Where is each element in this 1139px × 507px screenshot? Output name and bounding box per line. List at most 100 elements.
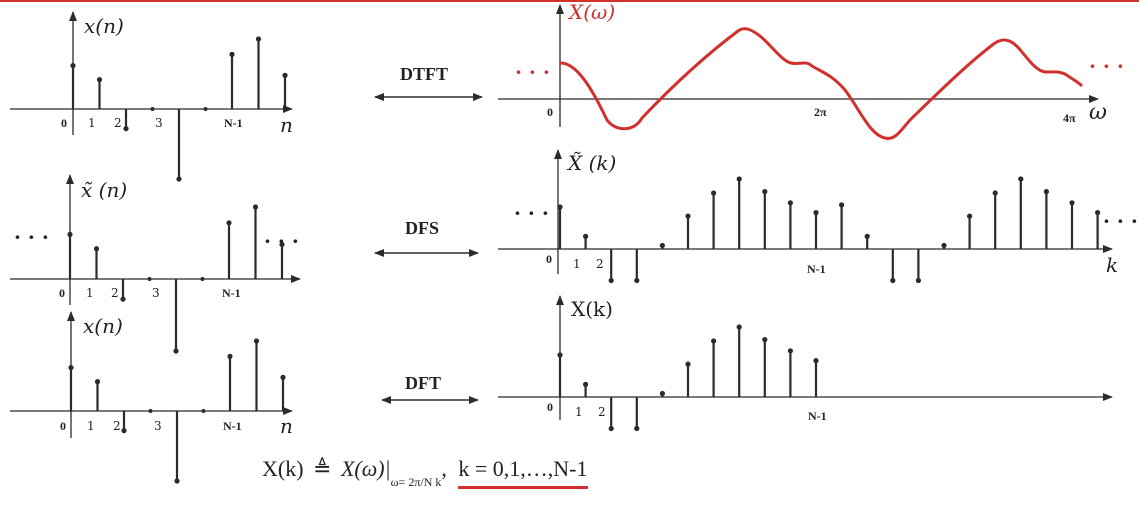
transform-dfs: DFS [374, 218, 479, 257]
stem-marker [890, 277, 896, 284]
stem-marker [608, 277, 614, 284]
tick-2: 2 [114, 116, 122, 130]
stem-marker [94, 379, 101, 385]
tick-0: 0 [547, 105, 553, 119]
tick-3: 3 [152, 286, 160, 300]
transform-dft: DFT [381, 373, 479, 404]
stem-marker [255, 36, 262, 42]
stem-marker [915, 277, 922, 284]
stem-marker [201, 409, 206, 413]
stem-marker [992, 190, 998, 196]
stem-marker [711, 190, 717, 196]
stem-marker [762, 337, 768, 343]
stem-marker [176, 176, 182, 182]
stem-marker [1069, 200, 1075, 206]
stem-marker [227, 353, 233, 359]
stem-marker [787, 348, 794, 354]
stem-marker [711, 338, 717, 344]
ellipsis-left: · · · [14, 225, 49, 249]
tick-n-minus-1: N-1 [223, 419, 242, 433]
ellipsis-right: · · · [264, 229, 299, 253]
stem-marker [762, 189, 768, 195]
tick-0: 0 [61, 116, 67, 130]
stem-marker [813, 358, 819, 364]
stems [68, 338, 286, 484]
stem-marker [583, 381, 589, 387]
tick-4pi: 4π [1063, 111, 1076, 125]
ellipsis-left: · · · [515, 60, 550, 84]
stem-marker [200, 277, 205, 281]
stem-marker [813, 210, 819, 216]
tick-2: 2 [598, 405, 606, 419]
stem-marker [203, 107, 208, 111]
axis-label-n: n [280, 414, 293, 438]
transform-label-dft: DFT [405, 373, 441, 393]
tick-1: 1 [88, 116, 96, 130]
stem-marker [280, 374, 286, 380]
tick-0: 0 [546, 252, 552, 266]
stem-marker [557, 204, 563, 210]
stem-marker [1018, 176, 1024, 182]
tick-2pi: 2π [814, 105, 827, 119]
stem-marker [226, 220, 232, 226]
stem-marker [685, 361, 691, 367]
stems [70, 36, 288, 182]
transform-label-dtft: DTFT [400, 64, 448, 84]
stem-marker [123, 126, 129, 132]
stem-marker [70, 63, 76, 69]
panel-x-bottom: x(n) n 0 1 2 3 N-1 [10, 311, 293, 484]
stem-marker [96, 77, 103, 83]
stem-marker [229, 51, 235, 58]
formula-comma: , [441, 456, 447, 481]
panel-X-k: X(k) 0 1 2 N-1 [498, 295, 1113, 432]
spectrum-label: X(k) [571, 297, 613, 321]
stem-marker [583, 233, 589, 239]
tick-1: 1 [573, 257, 581, 271]
ellipsis-left: · · · [514, 201, 549, 225]
transform-label-dfs: DFS [405, 218, 439, 238]
panel-x-periodic: x̃ (n) · · · · · · 0 1 2 3 N-1 [10, 174, 301, 354]
formula-subscript: ω= 2π/N k [390, 475, 442, 489]
stem-marker [967, 213, 973, 219]
ellipsis-right: · · · [1089, 54, 1124, 78]
spectrum-label: X(ω) [567, 0, 615, 24]
stem-marker [93, 246, 100, 252]
signal-label: x(n) [84, 14, 124, 38]
tick-n-minus-1: N-1 [807, 262, 826, 276]
stem-marker [279, 241, 285, 248]
tick-1: 1 [87, 419, 95, 433]
tick-0: 0 [60, 419, 66, 433]
stem-marker [839, 202, 845, 208]
tick-1: 1 [575, 405, 583, 419]
panel-X-omega: X(ω) ω · · · · · · 0 2π 4π [498, 0, 1124, 140]
tick-n-minus-1: N-1 [808, 409, 827, 423]
stem-marker [150, 107, 155, 111]
stem-marker [121, 428, 127, 434]
stem-marker [634, 277, 640, 284]
stem-marker [787, 200, 794, 206]
ellipsis-right: · · · [1103, 209, 1138, 233]
stem-marker [67, 231, 73, 237]
stem-marker [68, 365, 74, 371]
formula-k-range: k = 0,1,…,N-1 [458, 456, 588, 489]
spectrum-label: X̃ (k) [566, 151, 616, 175]
stems [557, 324, 819, 432]
stem-marker [1095, 210, 1101, 216]
axis-label-omega: ω [1089, 100, 1107, 125]
stem-marker [659, 242, 666, 249]
signal-label: x̃ (n) [81, 178, 127, 202]
stem-marker [736, 324, 742, 330]
axis-label-n: n [280, 113, 293, 137]
stem-marker [148, 409, 153, 413]
sampling-formula: X(k) ≜ X(ω)|ω= 2π/N k, k = 0,1,…,N-1 [262, 456, 588, 489]
tick-3: 3 [154, 419, 162, 433]
formula-lhs: X(k) [262, 456, 304, 481]
stem-marker [659, 390, 666, 397]
tick-2: 2 [596, 257, 604, 271]
stem-marker [174, 478, 180, 484]
stem-marker [685, 213, 691, 219]
tick-n-minus-1: N-1 [224, 116, 243, 130]
tick-2: 2 [113, 419, 121, 433]
axis-label-k: k [1106, 253, 1118, 277]
